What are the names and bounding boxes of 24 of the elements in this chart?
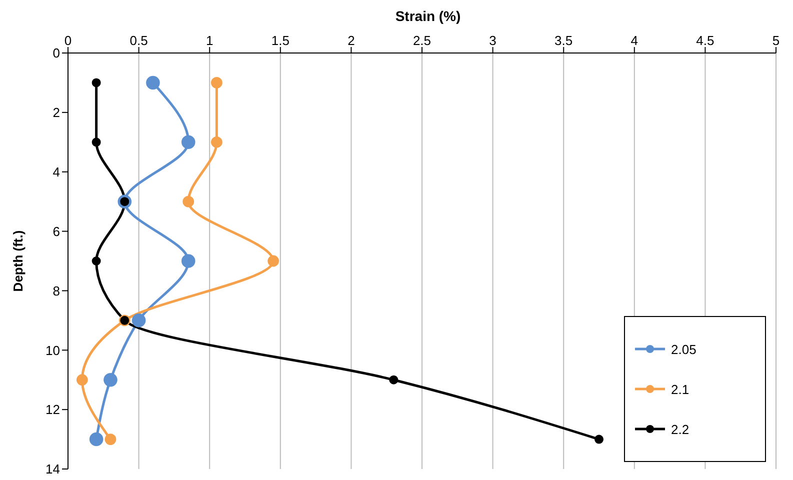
legend-label: 2.2 xyxy=(671,422,690,436)
y-tick-label: 2 xyxy=(52,105,60,120)
x-tick-label: 4.5 xyxy=(696,33,714,48)
x-tick-label: 2 xyxy=(348,33,355,48)
y-tick-label: 4 xyxy=(52,164,60,180)
y-tick-label: 0 xyxy=(52,46,60,61)
x-axis-title: Strain (%) xyxy=(394,8,462,26)
y-axis-title: Depth (ft.) xyxy=(10,230,26,292)
y-tick-label: 12 xyxy=(46,402,60,418)
x-tick-label: 5 xyxy=(772,33,780,48)
x-tick-label: 3.5 xyxy=(554,33,573,48)
x-tick-label: 1 xyxy=(206,33,214,48)
x-tick-label: 0 xyxy=(64,33,72,48)
x-tick-label: 4 xyxy=(630,33,638,48)
x-tick-label: 0.5 xyxy=(130,33,148,48)
legend-label: 2.05 xyxy=(671,342,696,356)
y-tick-label: 14 xyxy=(46,462,60,477)
legend-label: 2.1 xyxy=(671,382,690,396)
x-tick-label: 2.5 xyxy=(412,33,432,48)
y-tick-label: 6 xyxy=(52,224,60,239)
y-tick-label: 8 xyxy=(52,283,60,298)
x-tick-label: 1.5 xyxy=(271,33,290,48)
x-tick-label: 3 xyxy=(489,33,496,48)
y-tick-label: 10 xyxy=(46,342,60,358)
